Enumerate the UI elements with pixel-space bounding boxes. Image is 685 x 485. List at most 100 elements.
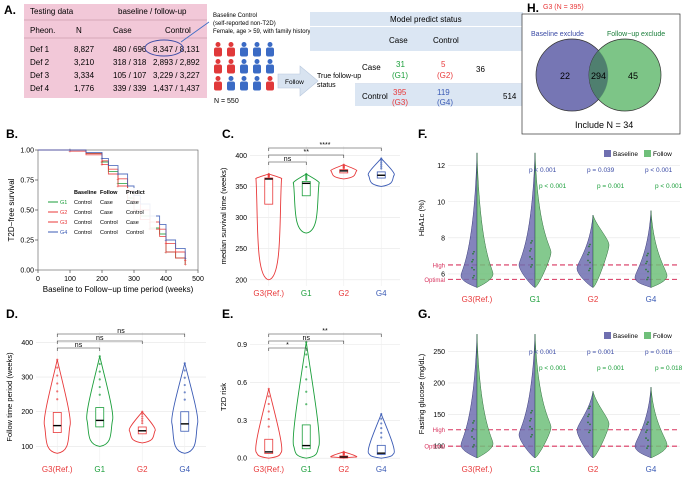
data-point [588,251,590,254]
follow-half-violin [592,214,610,288]
y-tick-label: 0.25 [20,238,34,245]
data-point [531,409,533,412]
data-point [305,378,308,381]
self-reported-desc: (self-reported non-T2D) [213,21,276,27]
person-icon-body [227,64,235,74]
violin-g1 [292,342,320,459]
data-point [647,252,649,255]
x-tick-label: 200 [96,276,108,283]
x-tick-label: 100 [64,276,76,283]
data-point [141,412,144,416]
y-tick-label: 400 [235,153,247,160]
person-icon-body [214,47,222,57]
person-icon-head [254,76,260,81]
box [376,444,386,455]
violin-g3ref [255,388,283,459]
baseline-half-violin [576,215,594,288]
data-point [646,260,648,263]
x-tick-label: G2 [338,465,349,474]
data-point [589,405,591,408]
data-point [587,421,589,424]
panel-label-d: D. [6,307,18,321]
y-tick-label: 6 [441,271,445,278]
data-point [141,415,144,418]
violin-g4 [367,412,395,459]
pvalue-follow: p = 0.001 [597,183,625,190]
venn-overlap [588,50,609,100]
panel-label-f: F. [418,127,427,141]
y-tick-label: 250 [433,349,445,356]
data-point [472,422,474,424]
censor-mark: + [165,242,168,248]
baseline-control-desc: Baseline Control [213,13,257,19]
data-point [589,429,591,432]
panel-label-c: C. [222,127,234,141]
venn-include: Include N = 34 [575,120,633,130]
x-tick-label: 400 [160,276,172,283]
data-point [471,436,473,438]
x-tick-label: G4 [646,295,657,304]
x-tick-label: G4 [376,289,387,298]
data-point [530,248,532,250]
censor-mark: + [165,250,168,256]
data-point [587,259,589,262]
plot-area [250,332,400,462]
data-point [530,411,532,414]
x-tick-label: G2 [588,295,599,304]
follow-half-violin [476,152,494,288]
panel-label-a: A. [4,3,16,17]
table-cell: 339 / 339 [113,84,147,93]
data-point [98,355,101,358]
y-axis-label: T2D−free survival [7,178,16,241]
person-icon-head [215,59,221,64]
pvalue-baseline: p < 0.001 [645,167,673,174]
sig-label: ns [117,328,125,335]
data-point [647,270,649,273]
censor-mark: + [101,156,104,162]
y-axis-label: T2D risk [219,383,228,411]
table-cell: 318 / 318 [113,58,147,67]
venn-right-label: Follow−up exclude [607,31,665,38]
status-label-2: status [317,82,336,89]
violin-g1 [86,356,114,447]
legend-follow: Follow [653,333,672,340]
data-point [472,258,474,261]
legend-swatch-baseline [604,332,611,339]
legend-group: G3 [60,220,67,226]
legend-group: G4 [60,230,67,236]
panel-c: C. 200 250 300 350 400 G3(Ref.) G1 G2 G4 median s… [219,127,400,298]
y-tick-label: 200 [21,409,33,416]
table-cell: 1,437 / 1,437 [153,84,200,93]
baseline-half-violin [518,152,536,288]
data-point [141,419,144,422]
x-tick-label: G1 [530,465,541,474]
person-icon-body [227,47,235,57]
x-tick-label: 500 [192,276,204,283]
person-icon-body [253,64,261,74]
data-point [98,385,101,389]
legend-header: Baseline [74,190,97,196]
data-point [530,242,532,244]
person-icon-head [254,42,260,47]
data-point [589,423,591,426]
data-point [183,383,186,387]
person-icon-body [227,81,235,91]
violin-g1 [292,173,320,234]
y-tick-label: 350 [235,184,247,191]
y-tick-label: 0.00 [20,268,34,275]
follow-half-violin [534,152,552,288]
sig-bracket [268,161,307,165]
table-cell: Def 1 [30,45,50,54]
data-point [645,437,647,440]
sig-label: ns [75,342,83,349]
data-point [267,395,270,398]
follow-half-violin [650,210,668,288]
table-cell: 3,229 / 3,227 [153,71,200,80]
person-icon-body [214,64,222,74]
sig-label: ** [322,328,328,335]
x-tick-label: G3(Ref.) [253,289,284,298]
violin-g2 [330,164,358,180]
legend-predict: Case [126,220,139,226]
x-tick-label: G4 [646,465,657,474]
data-point [646,278,648,281]
